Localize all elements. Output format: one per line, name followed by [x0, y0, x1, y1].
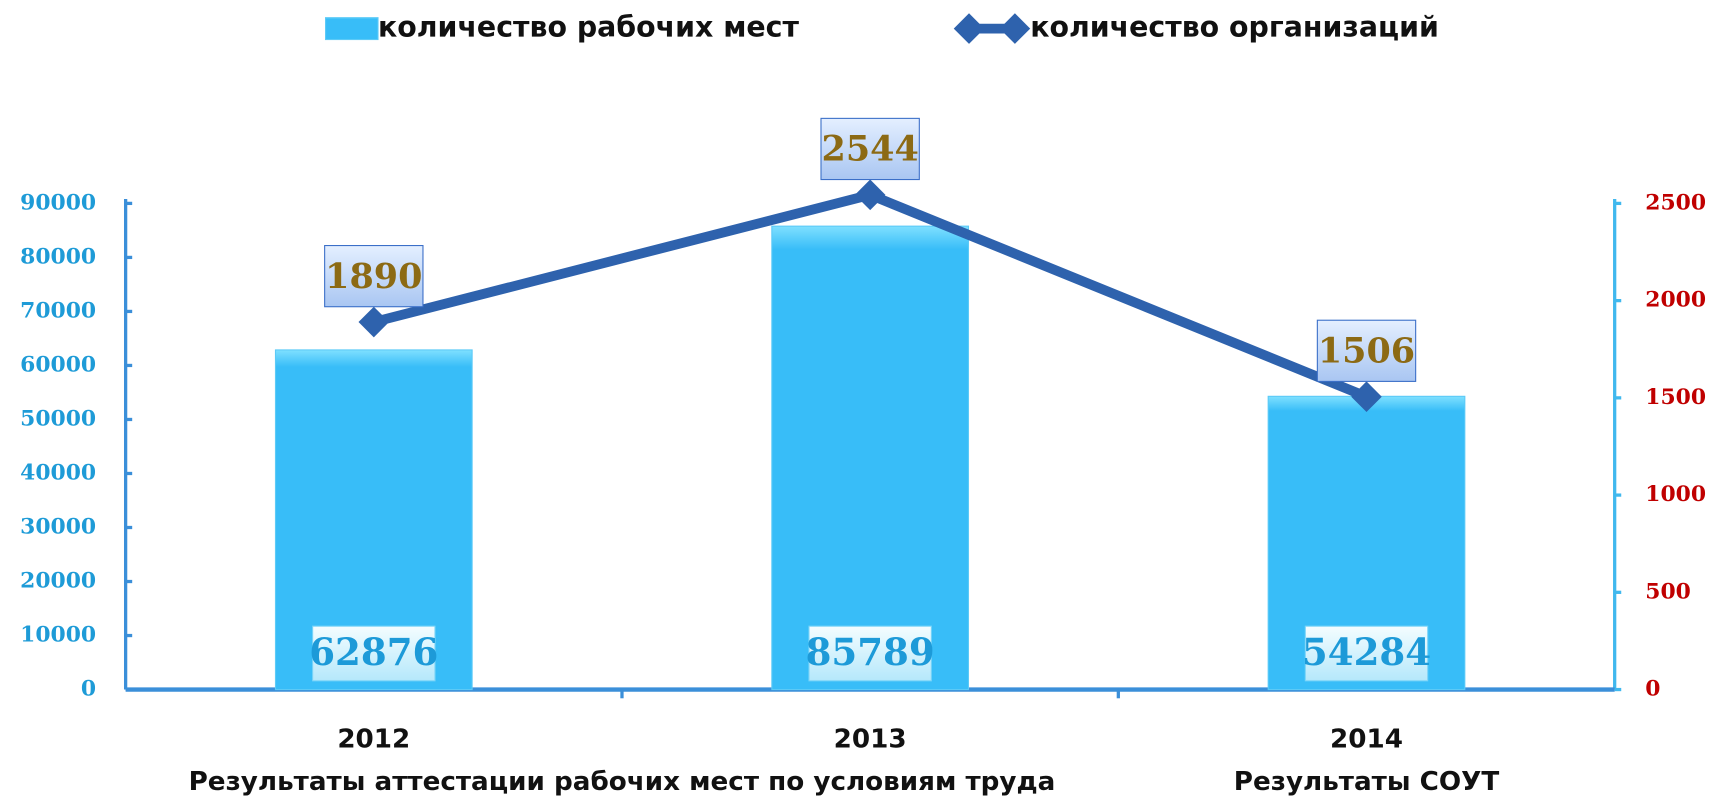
y-tick-label: 90000 — [20, 189, 96, 215]
group-label: Результаты СОУТ — [1234, 767, 1500, 797]
bar-label-box — [1304, 625, 1429, 682]
y2-tick-label: 1000 — [1645, 481, 1706, 507]
y-tick-label: 40000 — [20, 459, 96, 485]
y-tick-label: 10000 — [20, 622, 96, 648]
line-label: 1890 — [325, 256, 422, 297]
y2-tick-label: 2500 — [1645, 189, 1706, 215]
x-tick-label: 2013 — [834, 724, 907, 754]
y-tick-label: 80000 — [20, 243, 96, 269]
y-tick-label: 30000 — [20, 514, 96, 540]
y2-tick-label: 500 — [1645, 578, 1691, 604]
line-label: 2544 — [822, 129, 919, 170]
line-marker — [1351, 381, 1382, 412]
line-label-box — [324, 245, 424, 308]
x-tick-label: 2012 — [337, 724, 410, 754]
y-tick-label: 0 — [81, 676, 96, 702]
y2-tick-label: 1500 — [1645, 384, 1706, 410]
y2-tick-label: 0 — [1645, 676, 1660, 702]
bar-label-box — [808, 625, 932, 682]
line-marker — [358, 306, 390, 338]
x-tick-label: 2014 — [1330, 724, 1403, 754]
bar — [771, 225, 970, 691]
bar-label: 62876 — [309, 630, 438, 674]
line-label: 1506 — [1318, 330, 1415, 371]
legend-label: количество рабочих мест — [378, 11, 800, 44]
line-label-box — [820, 117, 920, 181]
line-marker — [854, 179, 886, 211]
legend-swatch — [953, 13, 1031, 44]
group-label: Результаты аттестации рабочих мест по ус… — [189, 767, 1056, 797]
y-tick-label: 50000 — [20, 405, 96, 431]
legend-label: количество организаций — [1030, 11, 1439, 44]
bar-label-box — [312, 625, 436, 682]
y-tick-label: 60000 — [20, 351, 96, 377]
bar-label: 54284 — [1302, 630, 1431, 674]
y-tick-label: 20000 — [20, 568, 96, 594]
line-label-box — [1316, 319, 1417, 382]
bar-label: 85789 — [806, 630, 935, 674]
y2-tick-label: 2000 — [1645, 287, 1706, 313]
legend-swatch — [325, 17, 379, 41]
y-tick-label: 70000 — [20, 297, 96, 323]
